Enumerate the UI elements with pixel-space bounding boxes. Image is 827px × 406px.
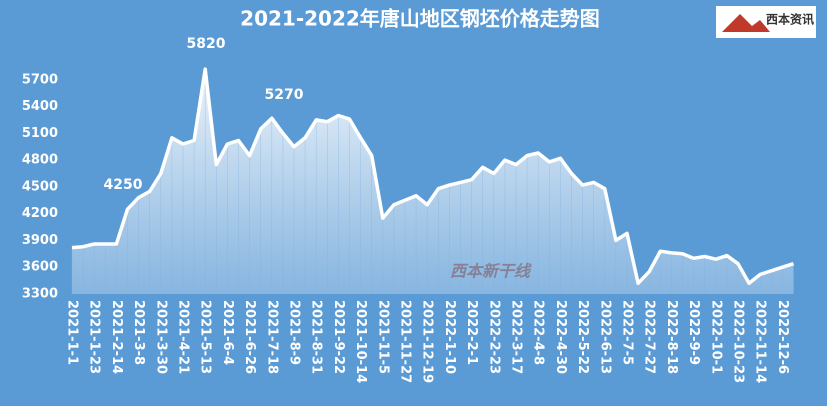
y-tick-label: 5100 <box>22 126 58 141</box>
logo-text: 西本资讯 <box>766 12 814 27</box>
x-tick-label: 2021-6-4 <box>220 300 235 365</box>
x-tick-label: 2021-2-14 <box>109 300 124 374</box>
x-tick-label: 2022-10-23 <box>731 300 746 383</box>
annotation: 5270 <box>265 87 304 103</box>
x-tick-label: 2022-4-8 <box>531 300 546 365</box>
logo-icon <box>722 14 770 32</box>
x-tick-label: 2021-5-13 <box>198 300 213 374</box>
x-tick-label: 2022-11-14 <box>753 300 768 383</box>
x-tick-label: 2021-8-9 <box>287 300 302 365</box>
x-tick-label: 2022-3-17 <box>509 300 524 374</box>
x-tick-label: 2022-6-13 <box>597 300 612 374</box>
x-tick-label: 2022-9-9 <box>686 300 701 365</box>
x-tick-label: 2022-1-10 <box>442 300 457 374</box>
x-tick-label: 2022-10-1 <box>708 300 723 374</box>
x-tick-label: 2021-10-14 <box>353 300 368 383</box>
x-tick-label: 2021-7-18 <box>264 300 279 374</box>
x-tick-label: 2022-7-27 <box>642 300 657 374</box>
y-tick-label: 5400 <box>22 99 58 114</box>
x-tick-label: 2021-6-26 <box>242 300 257 374</box>
line <box>71 67 795 286</box>
x-tick-label: 2022-8-18 <box>664 300 679 374</box>
x-tick-label: 2022-12-6 <box>775 300 790 374</box>
watermark: 西本新干线 <box>450 262 532 281</box>
y-tick-label: 4500 <box>22 179 58 194</box>
x-tick-label: 2021-1-1 <box>65 300 80 365</box>
x-tick-label: 2022-5-22 <box>575 300 590 374</box>
x-tick-label: 2021-9-22 <box>331 300 346 374</box>
y-tick-label: 4200 <box>22 206 58 221</box>
x-tick-label: 2021-8-31 <box>309 300 324 374</box>
x-tick-label: 2022-2-23 <box>486 300 501 374</box>
x-tick-label: 2021-3-8 <box>131 300 146 365</box>
y-tick-label: 3600 <box>22 260 58 275</box>
x-tick-label: 2022-4-30 <box>553 300 568 374</box>
y-tick-label: 3900 <box>22 233 58 248</box>
x-tick-label: 2021-4-21 <box>176 300 191 374</box>
x-tick-label: 2022-2-1 <box>464 300 479 365</box>
x-tick-label: 2021-1-23 <box>87 300 102 374</box>
annotation: 4250 <box>104 177 143 193</box>
x-tick-label: 2021-11-27 <box>398 300 413 383</box>
x-tick-label: 2021-11-5 <box>375 300 390 374</box>
x-tick-label: 2022-7-5 <box>620 300 635 365</box>
y-tick-label: 3300 <box>22 287 58 302</box>
x-tick-label: 2021-3-30 <box>153 300 168 374</box>
chart-title: 2021-2022年唐山地区钢坯价格走势图 <box>240 7 600 31</box>
area <box>72 69 794 294</box>
y-tick-label: 5700 <box>22 72 58 87</box>
y-tick-label: 4800 <box>22 153 58 168</box>
annotation: 5820 <box>187 36 226 52</box>
x-tick-label: 2021-12-19 <box>420 300 435 383</box>
